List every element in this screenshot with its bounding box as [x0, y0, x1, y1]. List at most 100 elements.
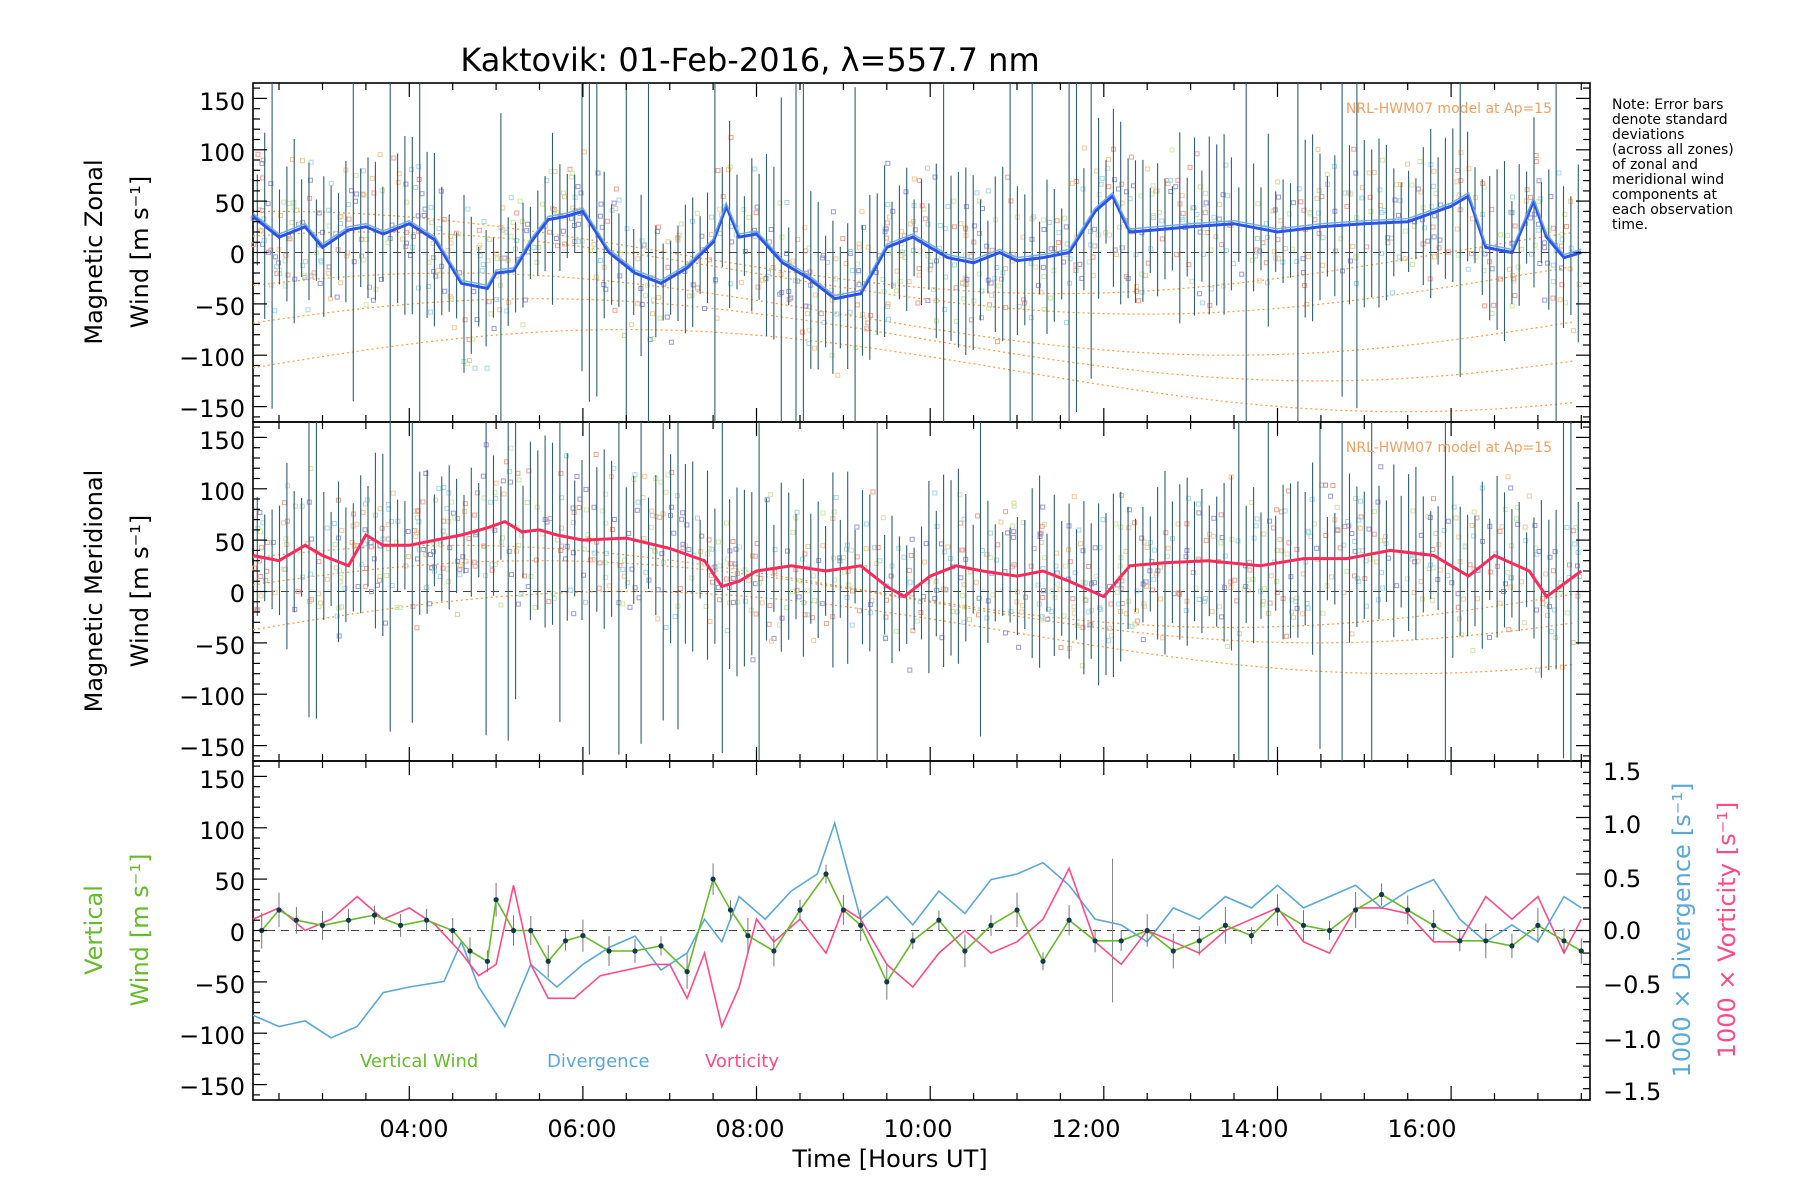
- y2tick-label: −1.5: [1603, 1078, 1661, 1106]
- sample-marker: [1035, 283, 1041, 289]
- sample-marker: [998, 276, 1004, 282]
- sample-marker: [979, 288, 985, 294]
- sample-marker: [475, 490, 481, 496]
- sample-marker: [753, 210, 759, 216]
- sample-marker: [1158, 564, 1163, 570]
- sample-marker: [1575, 563, 1580, 569]
- sample-marker: [917, 248, 923, 254]
- xtick-label: 08:00: [715, 1115, 784, 1143]
- sample-marker: [971, 298, 977, 304]
- sample-marker: [360, 168, 366, 174]
- panel-vertical-y2tick-labels: 1.5 1.0 0.5 0.0 −0.5 −1.0 −1.5: [1603, 758, 1661, 1106]
- sample-marker: [406, 554, 412, 559]
- sample-marker: [1196, 597, 1202, 602]
- sample-marker: [1548, 194, 1554, 200]
- sample-marker: [564, 453, 570, 459]
- sample-marker: [883, 636, 888, 642]
- sample-marker: [818, 311, 824, 317]
- sample-marker: [588, 248, 593, 254]
- sample-marker: [416, 519, 422, 525]
- sample-marker: [1016, 644, 1022, 650]
- sample-marker: [328, 296, 334, 302]
- sample-marker: [768, 492, 774, 498]
- sample-marker: [998, 519, 1004, 525]
- sample-marker: [1144, 545, 1150, 550]
- sample-marker: [1132, 520, 1138, 526]
- sample-marker: [1019, 609, 1025, 615]
- sample-marker: [1041, 306, 1047, 312]
- sample-marker: [431, 255, 437, 261]
- sample-marker: [916, 266, 922, 272]
- vertical-wind-point: [345, 917, 352, 923]
- vertical-wind-point: [371, 912, 378, 918]
- sample-marker: [620, 601, 626, 607]
- sample-marker: [524, 228, 530, 234]
- sample-marker: [847, 309, 853, 315]
- sample-marker: [846, 582, 852, 588]
- sample-marker: [302, 258, 308, 264]
- sample-marker: [471, 559, 477, 565]
- sample-marker: [730, 539, 736, 544]
- sample-marker: [1519, 246, 1525, 252]
- sample-marker: [265, 201, 271, 207]
- sample-marker: [1294, 546, 1300, 552]
- sample-marker: [1564, 610, 1570, 616]
- sample-marker: [868, 313, 873, 318]
- sample-marker: [922, 559, 928, 565]
- sample-marker: [1093, 573, 1099, 579]
- sample-marker: [448, 233, 453, 239]
- sample-marker: [414, 530, 420, 536]
- model-curve: [252, 298, 1573, 382]
- xtick-label: 04:00: [379, 1115, 448, 1143]
- sample-marker: [1011, 534, 1017, 540]
- sample-marker: [385, 240, 391, 246]
- ylabel-line: Wind [m s⁻¹]: [126, 176, 154, 328]
- sample-marker: [1552, 549, 1558, 555]
- sample-marker: [1080, 624, 1086, 630]
- vertical-wind-point: [319, 922, 326, 929]
- sample-marker: [1567, 266, 1573, 272]
- sample-marker: [1052, 595, 1058, 601]
- sample-marker: [1211, 214, 1217, 220]
- sample-marker: [278, 213, 284, 218]
- ytick-label: −50: [194, 293, 245, 321]
- sample-marker: [395, 179, 401, 185]
- vertical-wind-point: [424, 917, 430, 923]
- sample-marker: [1071, 494, 1077, 500]
- panel-meridional-model-label: NRL-HWM07 model at Ap=15: [1346, 440, 1552, 456]
- sample-marker: [481, 495, 487, 501]
- sample-marker: [1347, 258, 1353, 264]
- sample-marker: [1344, 203, 1350, 209]
- sample-marker: [1040, 617, 1046, 623]
- sample-marker: [252, 565, 257, 571]
- sample-marker: [702, 306, 708, 311]
- sample-marker: [812, 292, 818, 298]
- sample-marker: [364, 237, 370, 242]
- sample-marker: [562, 241, 568, 247]
- sample-marker: [1302, 283, 1307, 289]
- sample-marker: [558, 470, 564, 476]
- sample-marker: [912, 227, 918, 233]
- legend-vertical-wind: Vertical Wind: [360, 1051, 478, 1072]
- sample-marker: [909, 536, 915, 542]
- sample-marker: [798, 578, 804, 584]
- sample-marker: [1397, 198, 1403, 204]
- sample-marker: [1454, 226, 1460, 232]
- sample-marker: [1352, 539, 1358, 544]
- sample-marker: [1512, 293, 1518, 298]
- sample-marker: [1290, 200, 1296, 206]
- sample-marker: [1202, 598, 1208, 604]
- sample-marker: [1456, 252, 1462, 258]
- panel-vertical-y2label-vorticity: 1000 × Vorticity[s⁻¹]: [1713, 802, 1741, 1059]
- sample-marker: [624, 226, 630, 232]
- sample-marker: [1570, 328, 1576, 334]
- sample-marker: [602, 574, 608, 580]
- sample-marker: [672, 614, 678, 620]
- sample-marker: [887, 214, 892, 220]
- sample-marker: [1008, 609, 1014, 614]
- sample-marker: [792, 277, 798, 283]
- sample-marker: [1282, 246, 1288, 251]
- sample-marker: [1467, 562, 1473, 568]
- sample-marker: [1118, 492, 1124, 498]
- sample-marker: [1145, 260, 1151, 266]
